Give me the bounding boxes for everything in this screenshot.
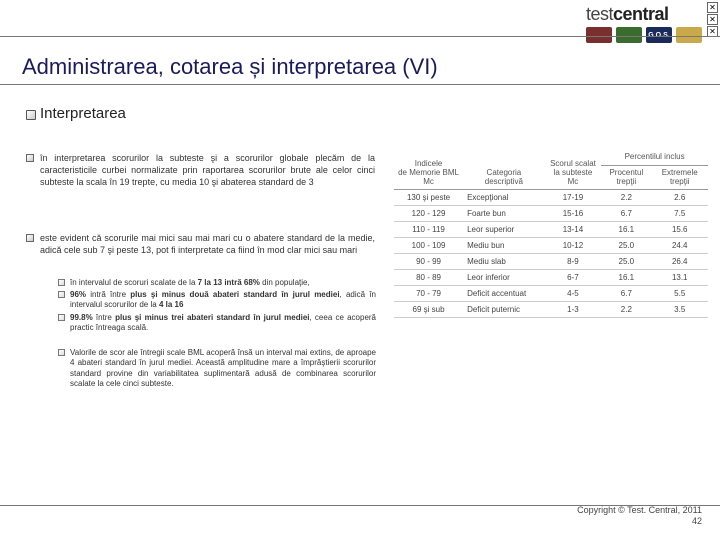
partner-logos: G O.S.: [586, 27, 702, 43]
paragraph-1: în interpretarea scorurilor la subteste …: [40, 152, 375, 188]
section-subheading: Interpretarea: [40, 105, 126, 122]
divider-under-title: [0, 84, 720, 85]
slide-title: Administrarea, cotarea și interpretarea …: [22, 54, 438, 80]
sub-bullet-3: 99.8% între plus şi minus trei abateri s…: [70, 313, 376, 334]
copyright: Copyright © Test. Central, 2011: [577, 505, 702, 517]
slide-number: 42: [577, 516, 702, 528]
divider-top: [0, 36, 720, 37]
partner-logo-chip: [586, 27, 612, 43]
brand-header: testcentral G O.S.: [586, 4, 702, 43]
window-corner-glyphs: ✕✕✕: [707, 2, 718, 37]
paragraph-2: este evident că scorurile mai mici sau m…: [40, 232, 375, 256]
sub-bullet-2: 96% intră între plus şi minus două abate…: [70, 290, 376, 311]
footer: Copyright © Test. Central, 2011 42: [577, 505, 702, 528]
partner-logo-chip: G O.S.: [646, 27, 672, 43]
sub-bullet-4: Valorile de scor ale întregii scale BML …: [70, 348, 376, 390]
partner-logo-chip: [676, 27, 702, 43]
brand-right: central: [613, 4, 669, 24]
partner-logo-chip: [616, 27, 642, 43]
sub-bullet-1: în intervalul de scoruri scalate de la 7…: [70, 278, 376, 288]
score-table: Indicelede Memorie BMLMcCategoriadescrip…: [394, 150, 708, 318]
brand-logo: testcentral: [586, 4, 702, 25]
brand-left: test: [586, 4, 613, 24]
